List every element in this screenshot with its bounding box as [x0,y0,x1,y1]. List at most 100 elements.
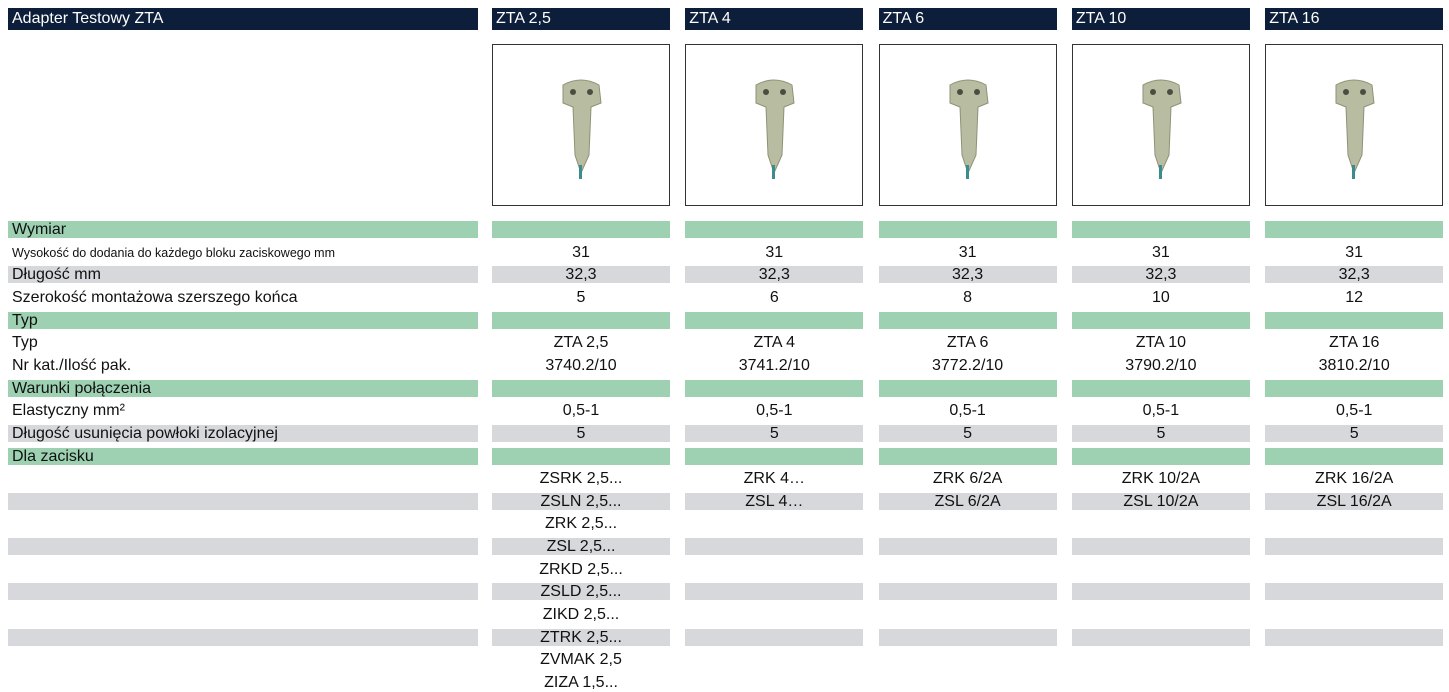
cell: 6 [685,289,863,306]
adapter-icon [1073,45,1249,205]
row-label [8,629,478,646]
section-band [1072,380,1250,397]
cell: ZTA 16 [1265,334,1443,351]
cell [879,515,1057,532]
cell: ZSRK 2,5... [492,470,670,487]
cell: ZSL 16/2A [1265,493,1443,510]
section-band: Wymiar [8,221,478,238]
section-band: Dla zacisku [8,448,478,465]
cell: 8 [879,289,1057,306]
cell: ZRK 4… [685,470,863,487]
spec-sheet: Adapter Testowy ZTA ZTA 2,5 ZTA 4 ZTA 6 ZTA … [0,0,1449,692]
cell [685,583,863,600]
cell: ZRK 2,5... [492,515,670,532]
cell: 32,3 [879,266,1057,283]
section-band [492,380,670,397]
row-label [8,583,478,600]
section-band [1072,312,1250,329]
cell: ZSL 6/2A [879,493,1057,510]
cell [879,561,1057,578]
cell: ZTRK 2,5... [492,629,670,646]
cell [685,629,863,646]
cell [1072,538,1250,555]
header-title: Adapter Testowy ZTA [8,8,478,30]
cell [1265,583,1443,600]
cell [1072,606,1250,623]
cell: 12 [1265,289,1443,306]
row-label [8,561,478,578]
cell: 10 [1072,289,1250,306]
cell: ZTA 2,5 [492,334,670,351]
cell: ZSL 10/2A [1072,493,1250,510]
section-band: Warunki połączenia [8,380,478,397]
cell: 0,5-1 [1265,402,1443,419]
row-label [8,493,478,510]
cell: 0,5-1 [492,402,670,419]
cell: ZRK 10/2A [1072,470,1250,487]
row-label: Szerokość montażowa szerszego końca [8,289,478,306]
cell: 5 [1072,425,1250,442]
section-band [492,312,670,329]
section-band [1072,221,1250,238]
section-band [1265,380,1443,397]
cell: 3741.2/10 [685,357,863,374]
cell: 5 [1265,425,1443,442]
cell: 31 [879,244,1057,261]
product-image [492,44,670,206]
cell [1072,629,1250,646]
row-label: Nr kat./Ilość pak. [8,357,478,374]
cell: 0,5-1 [1072,402,1250,419]
cell: ZRKD 2,5... [492,561,670,578]
cell [879,606,1057,623]
cell: 5 [492,425,670,442]
cell: ZTA 4 [685,334,863,351]
cell: 3790.2/10 [1072,357,1250,374]
cell: 31 [492,244,670,261]
cell: 0,5-1 [879,402,1057,419]
cell: 31 [685,244,863,261]
cell: ZTA 6 [879,334,1057,351]
row-label [8,674,478,691]
row-label [8,470,478,487]
row-label [8,538,478,555]
cell: ZSL 2,5... [492,538,670,555]
adapter-icon [880,45,1056,205]
section-band [492,221,670,238]
column-header: ZTA 2,5 [492,8,670,30]
row-label: Elastyczny mm² [8,402,478,419]
row-label [8,515,478,532]
cell: 32,3 [1265,266,1443,283]
cell: ZRK 6/2A [879,470,1057,487]
cell [1265,561,1443,578]
product-image [1072,44,1250,206]
cell: ZIKD 2,5... [492,606,670,623]
section-band: Typ [8,312,478,329]
adapter-icon [1266,45,1442,205]
adapter-icon [686,45,862,205]
column-header: ZTA 6 [879,8,1057,30]
section-band [1265,448,1443,465]
section-band [1265,221,1443,238]
cell [1072,583,1250,600]
product-image [1265,44,1443,206]
row-label: Wysokość do dodania do każdego bloku zac… [8,244,478,261]
cell [685,515,863,532]
cell [1265,538,1443,555]
cell: ZSL 4… [685,493,863,510]
cell: 3740.2/10 [492,357,670,374]
section-band [685,380,863,397]
adapter-icon [493,45,669,205]
cell [879,583,1057,600]
cell [879,538,1057,555]
cell: ZIZA 1,5... [492,674,670,691]
product-image [685,44,863,206]
cell [685,606,863,623]
cell: ZTA 10 [1072,334,1250,351]
cell: 3772.2/10 [879,357,1057,374]
cell [1072,515,1250,532]
section-band [685,312,863,329]
cell [1072,561,1250,578]
section-band [492,448,670,465]
cell: 31 [1072,244,1250,261]
cell: 31 [1265,244,1443,261]
